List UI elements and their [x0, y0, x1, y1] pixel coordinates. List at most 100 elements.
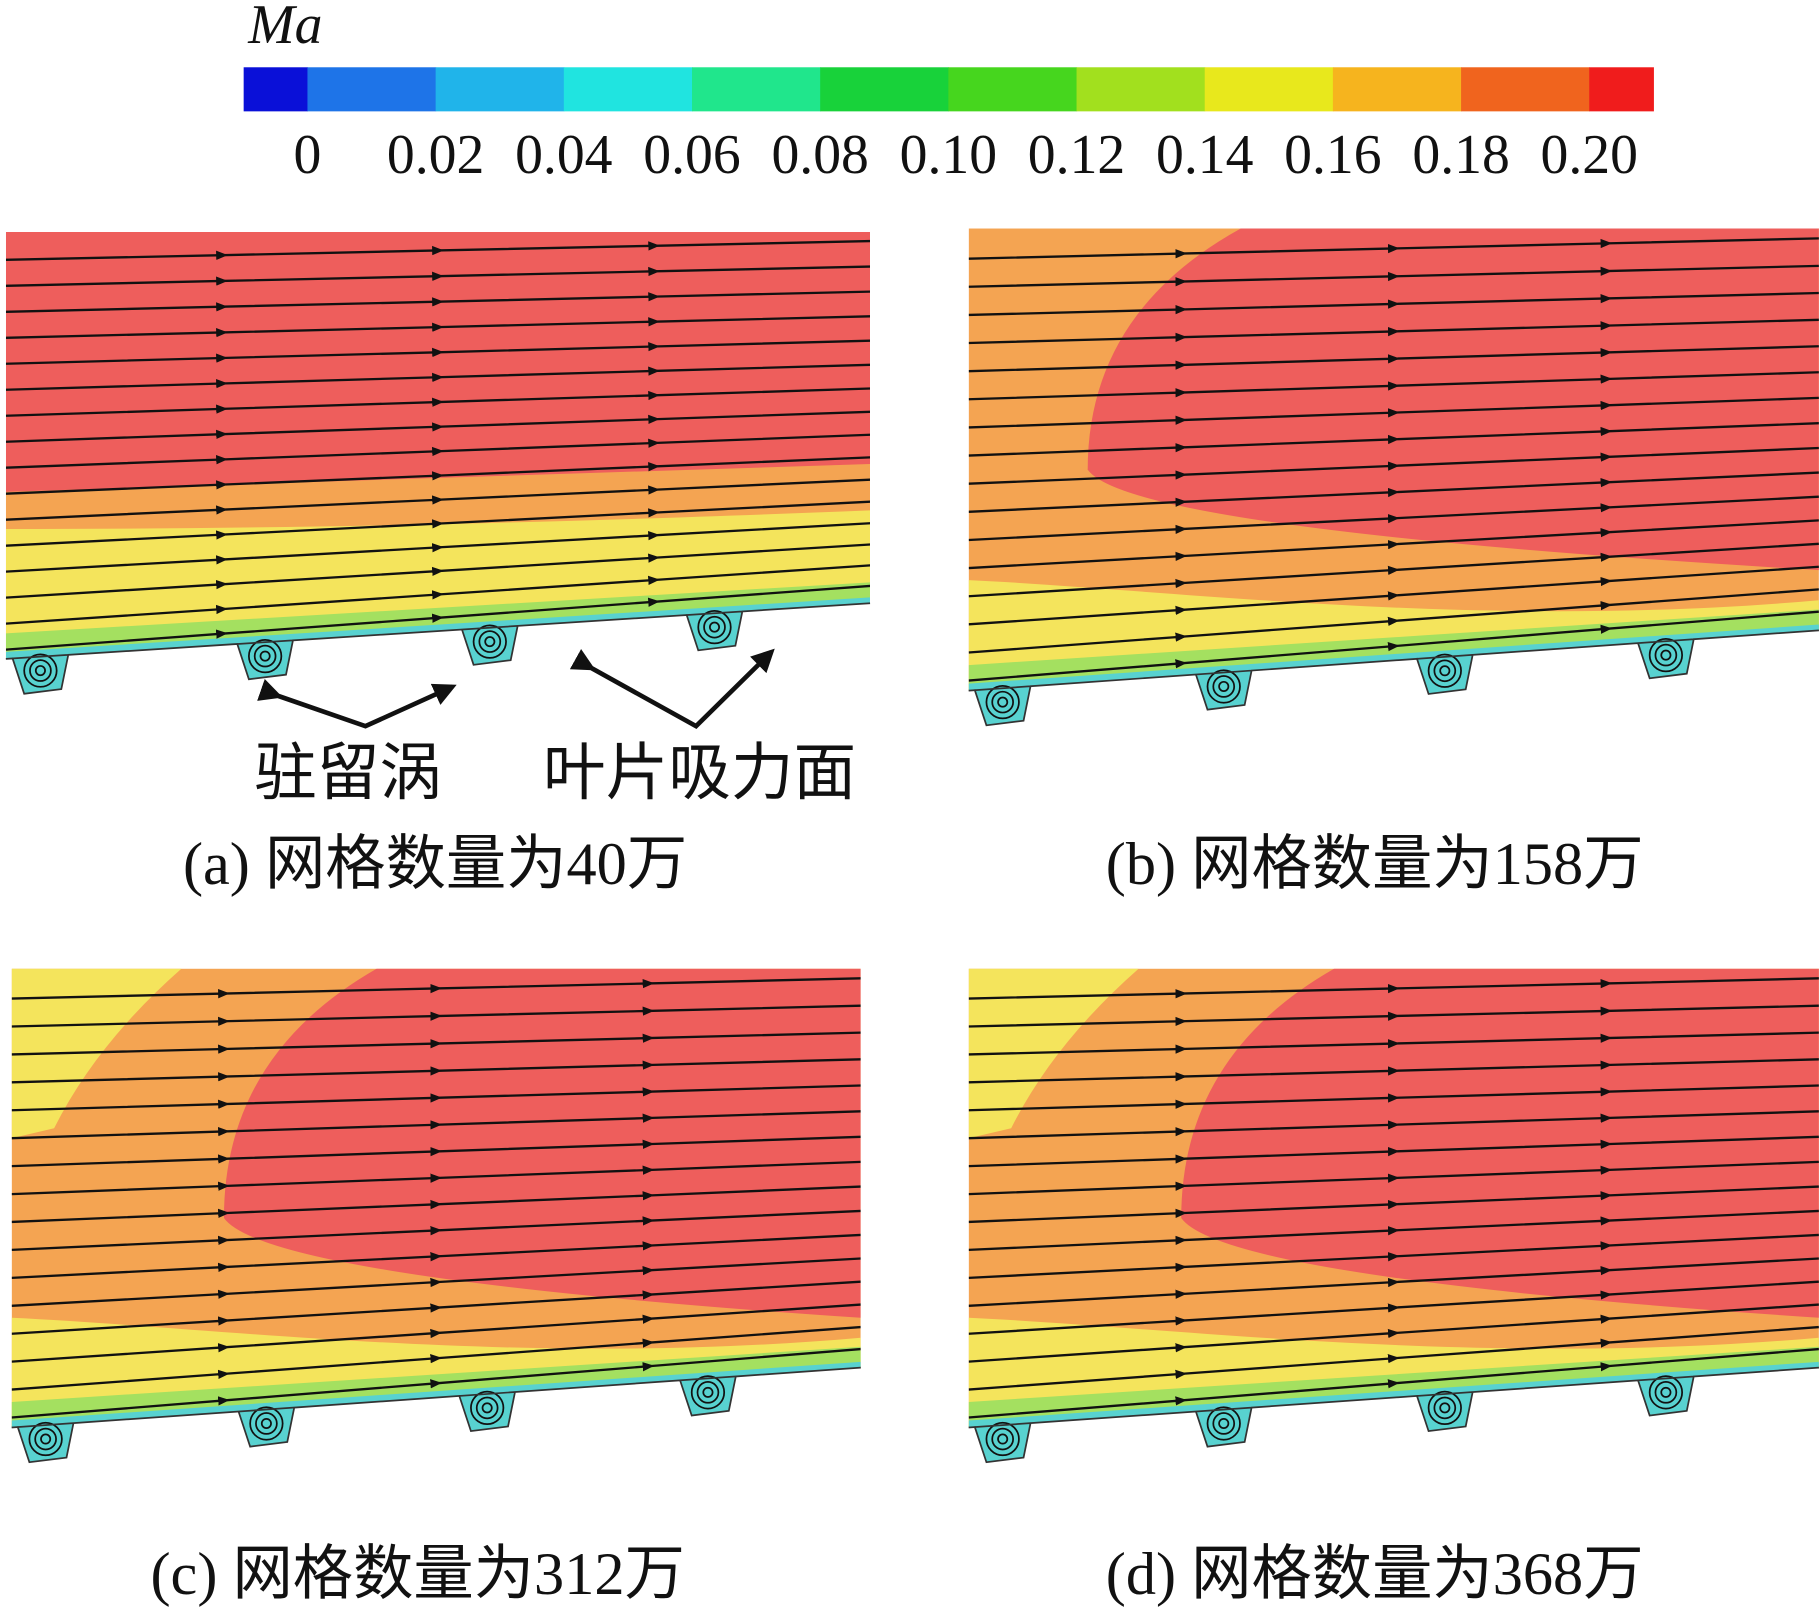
streamline [11, 1209, 861, 1252]
vortex [34, 1427, 57, 1451]
vortex [1439, 665, 1451, 677]
streamline [5, 290, 871, 313]
vortex [1660, 649, 1672, 661]
vortex [1439, 1402, 1451, 1414]
wall [968, 629, 1819, 727]
streamline [968, 1185, 1819, 1224]
colorbar-segment [1332, 67, 1462, 112]
streamline [968, 237, 1819, 260]
streamline [5, 265, 871, 287]
vortex [985, 1421, 1020, 1457]
streamline [968, 1325, 1819, 1391]
wall [11, 1366, 861, 1464]
arrow [569, 648, 775, 730]
streamline [968, 1257, 1819, 1307]
streamline [5, 478, 871, 521]
streamline [968, 1347, 1819, 1419]
vortex [484, 636, 496, 648]
vortex [249, 1406, 284, 1441]
vortex [255, 1412, 278, 1435]
vortex [40, 1433, 52, 1445]
vortex [1433, 1396, 1457, 1420]
streamline [11, 1303, 861, 1363]
vortex [1218, 680, 1230, 692]
panel-caption: (b) 网格数量为158万 [1106, 831, 1644, 898]
arrow [257, 678, 457, 729]
streamline [968, 1303, 1819, 1363]
streamline [968, 565, 1819, 626]
vortex [1648, 1375, 1683, 1410]
streamline [968, 1031, 1819, 1056]
streamline [968, 1209, 1819, 1252]
panel-caption: (a) 网格数量为40万 [183, 831, 687, 898]
contour-field [968, 968, 1819, 1463]
vortex [23, 653, 58, 688]
vortex [470, 1390, 505, 1426]
streamline [11, 1110, 861, 1140]
streamline [11, 1135, 861, 1168]
streamline [5, 387, 871, 417]
vortex [260, 1417, 272, 1429]
vortex [34, 665, 46, 677]
streamline [968, 519, 1819, 570]
colorbar: 0 0.02 0.04 0.06 0.08 0.10 0.12 0.14 0.16 0.18 0.2… [243, 67, 1654, 186]
contour-panel [5, 232, 871, 695]
annotation-arrows [257, 648, 775, 730]
vortex [697, 610, 732, 645]
vortex [696, 1381, 720, 1404]
streamline [968, 345, 1819, 373]
vortex [1427, 653, 1462, 688]
contour-field [5, 232, 871, 694]
streamline [5, 500, 871, 547]
streamline [968, 1233, 1819, 1280]
streamline [11, 1347, 861, 1419]
streamline [968, 1135, 1819, 1168]
vortex [1427, 1390, 1462, 1426]
colorbar-tick-label: 0.10 [900, 124, 997, 186]
vortex [29, 659, 52, 682]
streamline [5, 410, 871, 443]
colorbar-tick-label: 0.06 [643, 124, 740, 186]
streamline [968, 542, 1819, 598]
colorbar-tick-label: 0.04 [515, 124, 612, 186]
colorbar-segment [435, 67, 565, 112]
streamline [11, 1185, 861, 1224]
streamline [11, 1257, 861, 1307]
vortex [1206, 1406, 1241, 1441]
streamline [968, 495, 1819, 542]
streamline [11, 1280, 861, 1335]
streamline [968, 446, 1819, 485]
streamline [968, 396, 1819, 429]
vortex [702, 1386, 714, 1398]
streamline [5, 433, 871, 469]
colorbar-segment [1076, 67, 1206, 112]
streamline [968, 1110, 1819, 1140]
colorbar-tick-label: 0.02 [387, 124, 484, 186]
streamline [968, 318, 1819, 345]
contour-field [968, 228, 1819, 726]
streamline [11, 1084, 861, 1112]
streamline [968, 610, 1819, 682]
vortex [1218, 1417, 1230, 1429]
vortex [991, 690, 1014, 714]
colorbar-segment [1589, 67, 1654, 112]
vortex [997, 696, 1009, 708]
colorbar-title: Ma [247, 0, 322, 56]
contour-panel [11, 968, 861, 1464]
vortex [1206, 669, 1241, 704]
colorbar-tick-label: 0 [294, 124, 322, 186]
streamline [11, 1325, 861, 1391]
colorbar-tick-label: 0.18 [1412, 124, 1509, 186]
streamline [5, 456, 871, 495]
vortex [703, 615, 726, 639]
colorbar-segment [1204, 67, 1334, 112]
vortex [472, 624, 507, 659]
vortex [690, 1375, 726, 1410]
streamline [968, 264, 1819, 288]
vortex [248, 638, 283, 674]
vortex [1433, 659, 1457, 683]
vortex [481, 1402, 493, 1414]
colorbar-tick-label: 0.08 [771, 124, 868, 186]
colorbar-segment [1461, 67, 1590, 112]
streamline [968, 422, 1819, 457]
